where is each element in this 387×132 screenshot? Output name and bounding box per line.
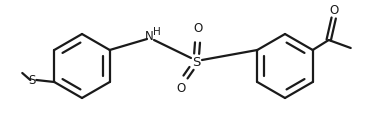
- Text: O: O: [176, 82, 186, 95]
- Text: N: N: [145, 30, 153, 44]
- Text: H: H: [153, 27, 161, 37]
- Text: S: S: [192, 55, 200, 69]
- Text: S: S: [28, 74, 35, 86]
- Text: O: O: [194, 22, 203, 36]
- Text: O: O: [329, 4, 338, 18]
